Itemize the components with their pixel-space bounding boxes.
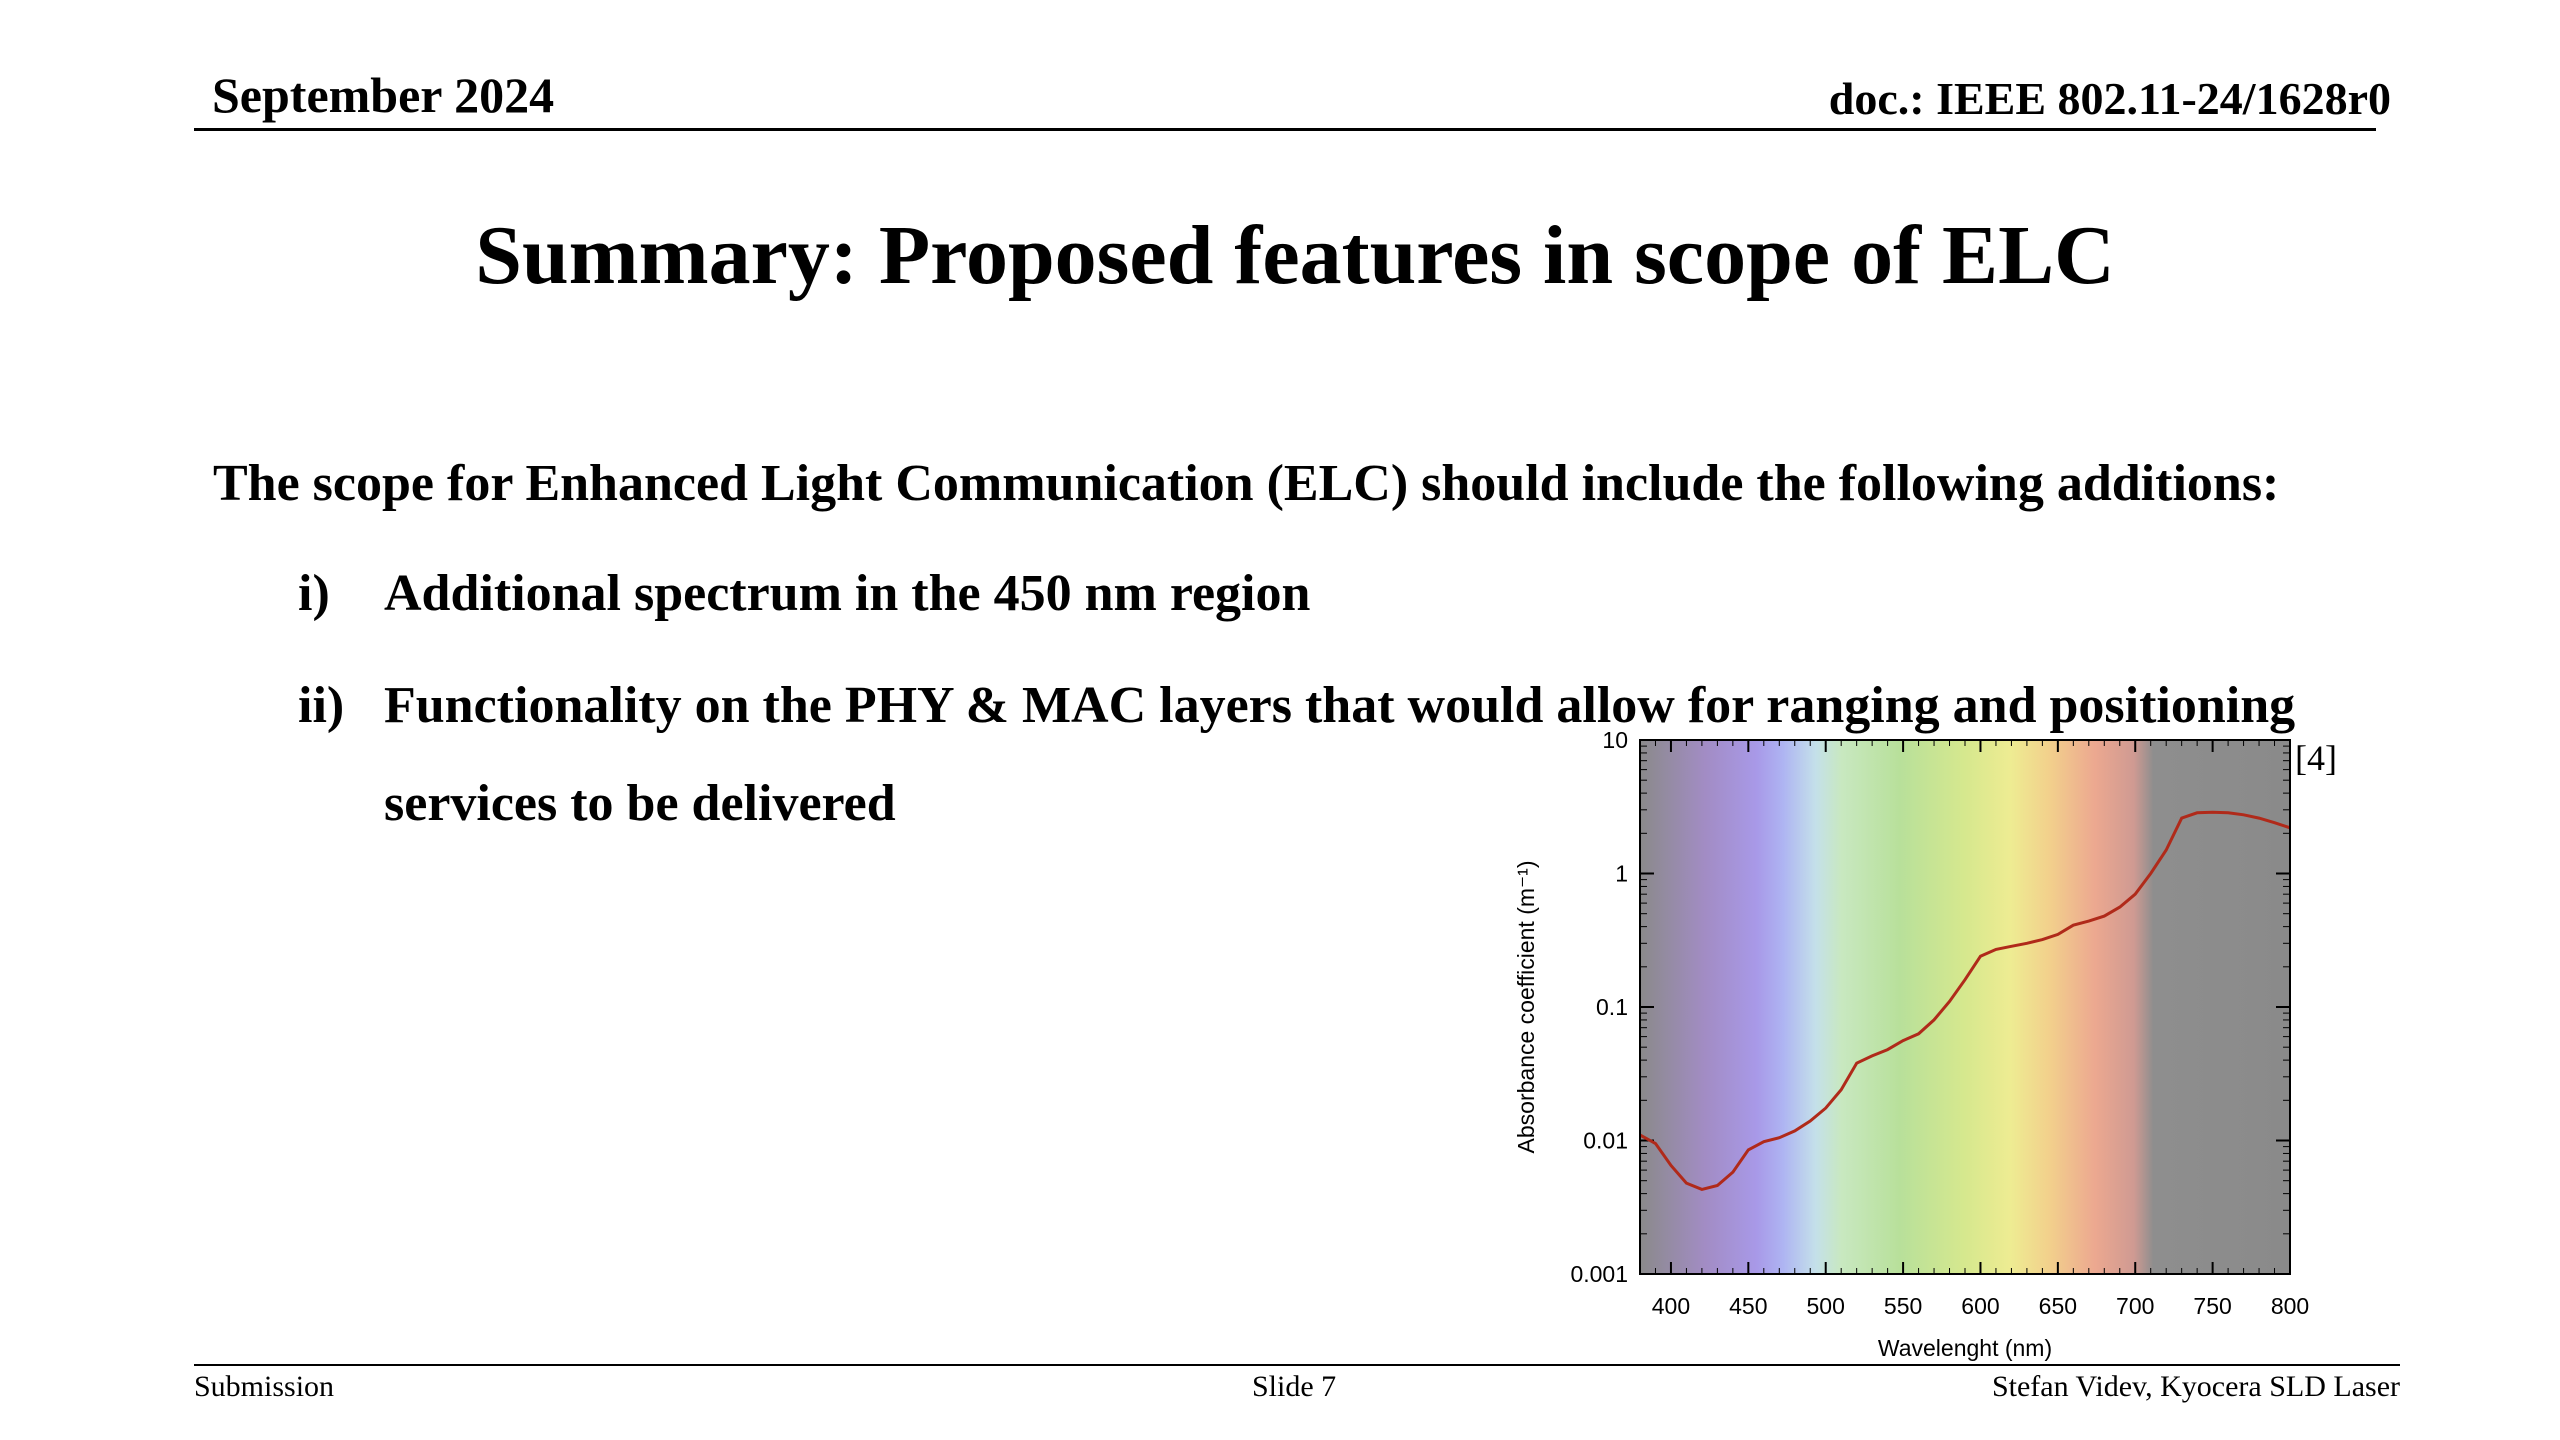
footer-slide-number: Slide 7 <box>1252 1370 1337 1403</box>
plot-frame <box>1639 739 2291 1275</box>
plot-area-background <box>1640 740 2290 1274</box>
footer-divider-right <box>1504 1364 2400 1366</box>
x-tick-label: 650 <box>2039 1293 2077 1319</box>
footer-divider-left <box>194 1364 1504 1366</box>
y-tick-label: 0.1 <box>1596 994 1628 1020</box>
intro-text: The scope for Enhanced Light Communicati… <box>213 455 2280 512</box>
x-tick-label: 550 <box>1884 1293 1922 1319</box>
figure-reference: [4] <box>2295 738 2337 778</box>
x-tick-label: 750 <box>2193 1293 2231 1319</box>
slide-title: Summary: Proposed features in scope of E… <box>475 209 2115 302</box>
x-axis-label: Wavelenght (nm) <box>1878 1335 2052 1361</box>
x-tick-label: 450 <box>1729 1293 1767 1319</box>
x-tick-label: 800 <box>2271 1293 2309 1319</box>
y-tick-label: 0.001 <box>1570 1261 1628 1287</box>
y-tick-labels: 0.001 0.01 0.1 1 10 <box>1570 727 1628 1287</box>
list-item-1-text: Additional spectrum in the 450 nm region <box>384 565 1311 622</box>
header-doc-id: doc.: IEEE 802.11-24/1628r0 <box>1828 73 2391 124</box>
list-item-1-number: i) <box>298 565 330 622</box>
x-tick-label: 600 <box>1961 1293 1999 1319</box>
list-item-2-number: ii) <box>298 677 345 734</box>
list-item-2-text-line2: services to be delivered <box>384 775 896 832</box>
header-divider <box>194 128 2376 131</box>
list-item-2-text-line1: Functionality on the PHY & MAC layers th… <box>384 677 2296 734</box>
x-tick-label: 400 <box>1652 1293 1690 1319</box>
absorbance-series-line <box>1639 810 2291 1191</box>
x-tick-label: 500 <box>1807 1293 1845 1319</box>
x-tick-label: 700 <box>2116 1293 2154 1319</box>
header-date: September 2024 <box>212 67 555 123</box>
y-tick-label: 1 <box>1615 861 1628 887</box>
x-tick-labels: 400 450 500 550 600 650 700 750 800 <box>1652 1293 2309 1319</box>
absorbance-chart: 400 450 500 550 600 650 700 750 800 0.001 0.01 0.1… <box>1513 727 2309 1361</box>
footer-submission: Submission <box>194 1370 335 1403</box>
y-axis-label: Absorbance coefficient (m⁻¹) <box>1513 861 1539 1154</box>
y-tick-label: 10 <box>1602 727 1628 753</box>
footer-author: Stefan Videv, Kyocera SLD Laser <box>1991 1370 2400 1403</box>
y-tick-label: 0.01 <box>1583 1128 1628 1154</box>
